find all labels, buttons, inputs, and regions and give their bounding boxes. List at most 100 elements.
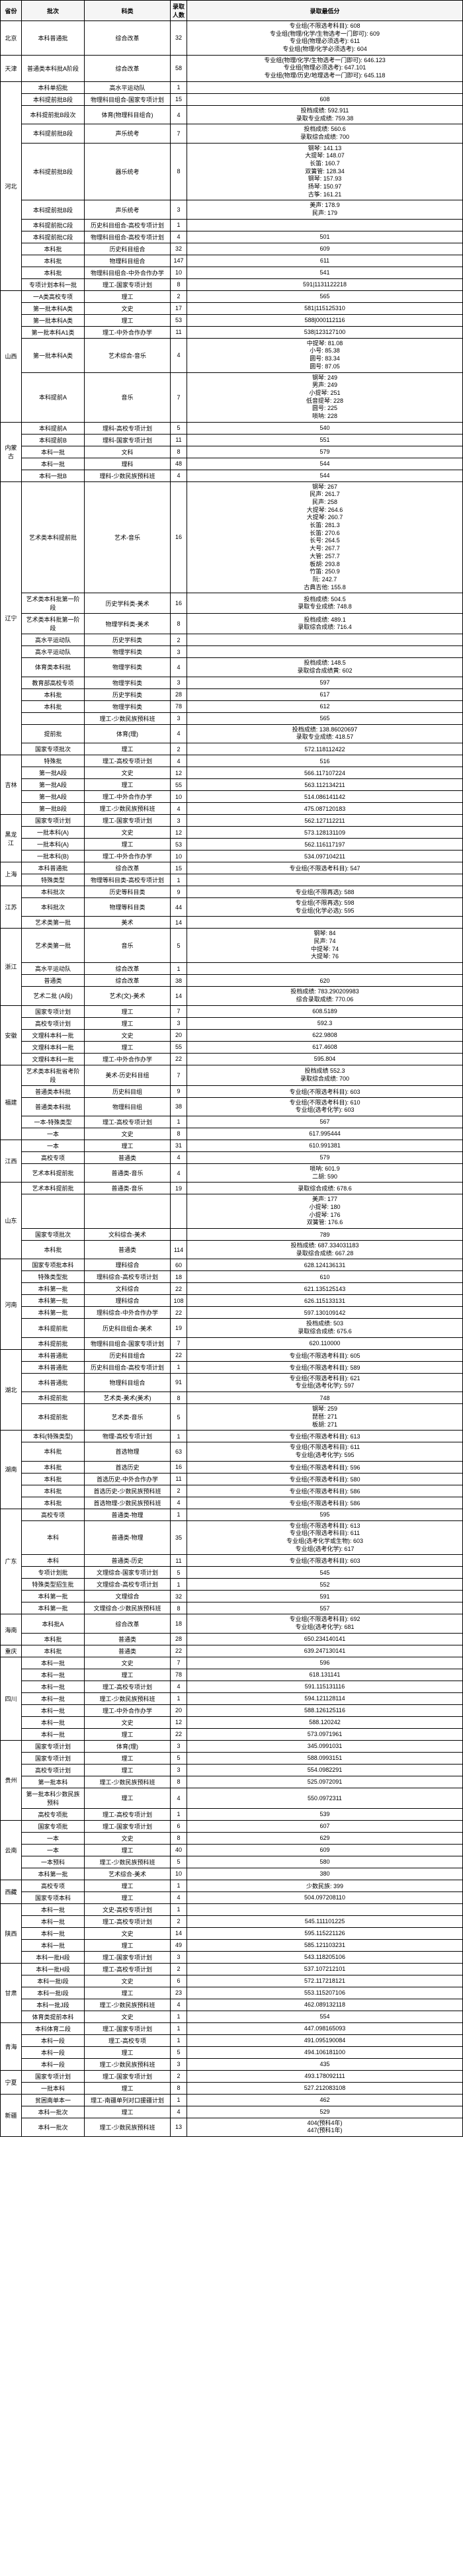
score-cell: 595.115221126 [187, 1927, 463, 1939]
score-cell: 钢琴: 267民声: 261.7民声: 258大提琴: 264.6大提琴: 26… [187, 481, 463, 593]
score-cell: 380 [187, 1868, 463, 1880]
subject-cell: 历史科目组合 [85, 243, 171, 255]
count-cell: 31 [171, 1140, 187, 1151]
score-cell: 588.120242 [187, 1716, 463, 1728]
count-cell: 8 [171, 1392, 187, 1404]
score-cell: 投档成绩: 560.6录取综合成绩: 700 [187, 124, 463, 143]
data-row: 江西一本理工31610.991381 [1, 1140, 463, 1151]
batch-cell: 本科一批 [22, 1915, 85, 1927]
subject-cell: 普通类-音乐 [85, 1183, 171, 1194]
batch-cell: 艺术类本科批第一阶段 [22, 614, 85, 634]
batch-cell: 本科 [22, 1555, 85, 1567]
data-row: 安徽国家专项计划理工7608.5189 [1, 1005, 463, 1017]
batch-cell: 国家专项批本科 [22, 1259, 85, 1271]
data-row: 本科一批I段理工23553.115207106 [1, 1987, 463, 1999]
data-row: 国家专项批次文科综合-美术789 [1, 1229, 463, 1241]
count-cell: 8 [171, 143, 187, 200]
data-row: 湖南本科(特殊类型)物理-高校专项计划1专业组(不限选考科目): 613 [1, 1431, 463, 1442]
score-cell: 610 [187, 1271, 463, 1283]
score-cell [187, 1903, 463, 1915]
count-cell: 1 [171, 874, 187, 886]
batch-cell: 本科一段 [22, 2058, 85, 2070]
count-cell: 78 [171, 1669, 187, 1681]
count-cell: 4 [171, 1999, 187, 2011]
batch-cell: 国家专项批次 [22, 1229, 85, 1241]
subject-cell: 文史 [85, 1716, 171, 1728]
batch-cell: 本科批 [22, 1497, 85, 1509]
data-row: 一批本科(B)理工-中外合作办学10534.097104211 [1, 851, 463, 862]
score-cell: 唢呐: 601.9二胡: 590 [187, 1163, 463, 1182]
score-cell: 565 [187, 290, 463, 302]
batch-cell: 国家专项批 [22, 1820, 85, 1832]
batch-cell: 国家专项计划 [22, 1752, 85, 1764]
data-row: 高水平运动队历史学科类2 [1, 634, 463, 646]
count-cell: 16 [171, 593, 187, 614]
score-cell: 专业组(不限选考科目): 547 [187, 862, 463, 874]
score-cell: 投档成绩: 489.1录取综合成绩: 716.4 [187, 614, 463, 634]
data-row: 本科批普通类28650.234140141 [1, 1633, 463, 1645]
batch-cell: 本科一批 [22, 1657, 85, 1669]
data-row: 艺术类本科批第一阶段历史学科类-美术16投档成绩: 504.5录取专业成绩: 7… [1, 593, 463, 614]
count-cell: 38 [171, 1097, 187, 1116]
data-row: 天津普通类本科批A阶段综合改革58专业组(物理/化学/生物选考一门即可): 64… [1, 55, 463, 81]
subject-cell: 理工 [85, 314, 171, 326]
data-row: 本科一批I段文史6572.117218121 [1, 1975, 463, 1987]
data-row: 体育类提前本科文史1554 [1, 2011, 463, 2022]
subject-cell: 高水平运动队 [85, 81, 171, 93]
province-cell: 天津 [1, 55, 22, 81]
score-cell: 573.128131109 [187, 827, 463, 839]
data-row: 河南国家专项批本科理科综合60628.124136131 [1, 1259, 463, 1271]
count-cell: 11 [171, 434, 187, 446]
score-cell: 钢琴: 141.13大提琴: 148.07长笛: 160.7双簧管: 128.3… [187, 143, 463, 200]
subject-cell: 理工 [85, 1844, 171, 1856]
count-cell: 10 [171, 851, 187, 862]
score-cell: 投档成绩: 138.86020697录取专业成绩: 418.57 [187, 724, 463, 743]
province-cell: 云南 [1, 1820, 22, 1880]
score-cell: 少数民族: 399 [187, 1880, 463, 1891]
subject-cell: 美术 [85, 917, 171, 929]
data-row: 上海本科普通批综合改革15专业组(不限选考科目): 547 [1, 862, 463, 874]
subject-cell: 普通类-物理 [85, 1520, 171, 1555]
score-cell: 585.121103231 [187, 1939, 463, 1951]
batch-cell: 高水平运动队 [22, 646, 85, 658]
subject-cell: 理工 [85, 1005, 171, 1017]
subject-cell: 艺术类-音乐 [85, 1404, 171, 1431]
batch-cell: 本科一批 [22, 458, 85, 470]
score-cell: 投档成绩 552.3录取综合成绩: 700 [187, 1065, 463, 1085]
count-cell: 22 [171, 1307, 187, 1319]
score-cell: 608.5189 [187, 1005, 463, 1017]
count-cell: 1 [171, 1116, 187, 1128]
count-cell: 114 [171, 1241, 187, 1259]
subject-cell: 声乐统考 [85, 200, 171, 219]
data-row: 浙江艺术类第一批音乐5钢琴: 84民声: 74中提琴: 74大提琴: 76 [1, 929, 463, 963]
batch-cell: 艺术类第一批 [22, 929, 85, 963]
data-row: 本科一批文科8579 [1, 446, 463, 458]
data-row: 西藏高校专项理工1少数民族: 399 [1, 1880, 463, 1891]
subject-cell: 普通类-音乐 [85, 1163, 171, 1182]
data-row: 本科提前批艺术类-美术(美术)8748 [1, 1392, 463, 1404]
count-cell: 5 [171, 1404, 187, 1431]
province-cell: 福建 [1, 1065, 22, 1140]
count-cell: 4 [171, 1497, 187, 1509]
data-row: 本科一段理工-高校专项1491.095190084 [1, 2034, 463, 2046]
count-cell: 1 [171, 1880, 187, 1891]
data-row: 甘肃本科一批H段理工-高校专项计划2537.107212101 [1, 1963, 463, 1975]
count-cell: 4 [171, 470, 187, 481]
score-cell: 610.991381 [187, 1140, 463, 1151]
subject-cell: 器乐统考 [85, 143, 171, 200]
batch-cell: 本科提前批C段 [22, 219, 85, 231]
subject-cell: 理科综合 [85, 1259, 171, 1271]
batch-cell: 第一批本科A类 [22, 338, 85, 372]
score-cell: 专业组(不限选考科目): 610专业组(选考化学): 603 [187, 1097, 463, 1116]
count-cell: 1 [171, 1808, 187, 1820]
data-row: 本科提前B理科-国家专项计划11551 [1, 434, 463, 446]
batch-cell: 高校专项 [22, 1509, 85, 1520]
count-cell: 18 [171, 1271, 187, 1283]
data-row: 本科批次物理等科目类44专业组(不限再选): 598专业组(化学必选): 595 [1, 898, 463, 917]
column-header: 省份 [1, 1, 22, 21]
count-cell: 53 [171, 839, 187, 851]
province-cell: 安徽 [1, 1005, 22, 1065]
batch-cell: 本科提前批 [22, 1404, 85, 1431]
subject-cell: 理工 [85, 1017, 171, 1029]
score-cell: 投档成绩: 687.334031183录取综合成绩: 667.28 [187, 1241, 463, 1259]
